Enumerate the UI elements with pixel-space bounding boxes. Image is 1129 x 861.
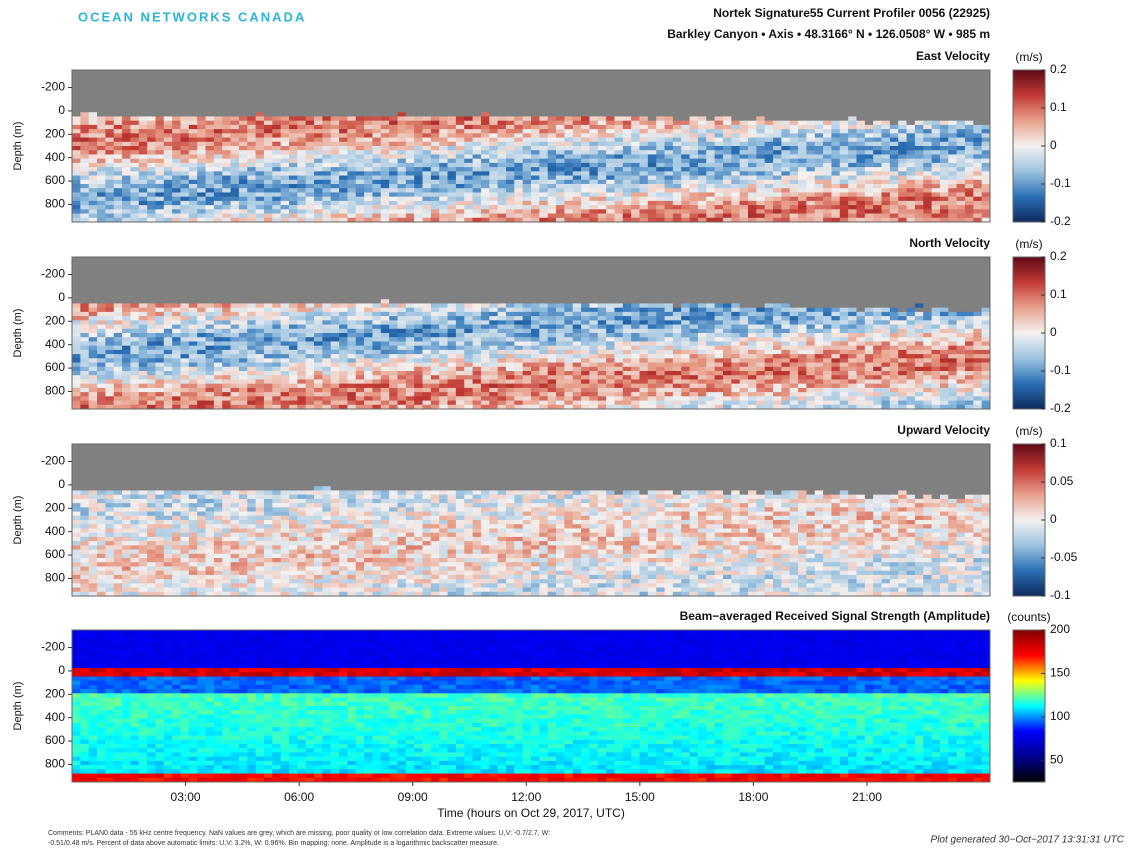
y-tick-label: 400 [45,524,65,538]
y-tick-label: 200 [45,126,65,140]
y-axis-label: Depth (m) [12,122,24,171]
colorbar-tick-label: 150 [1050,666,1070,680]
x-tick-label: 21:00 [852,790,882,804]
colorbar-tick-label: 0.2 [1050,62,1067,76]
y-tick-label: 400 [45,710,65,724]
colorbar-tick-label: 0 [1050,512,1057,526]
x-tick-label: 15:00 [625,790,655,804]
y-tick-label: 0 [58,290,65,304]
y-tick-label: 600 [45,360,65,374]
y-tick-label: 800 [45,197,65,211]
colorbar-label: (m/s) [1015,237,1042,251]
colorbar-tick-label: 0 [1050,138,1057,152]
colorbar-tick-label: 0 [1050,325,1057,339]
y-axis-label: Depth (m) [12,496,24,545]
heatmap [72,70,990,222]
panel-title: North Velocity [909,236,990,250]
y-tick-label: 0 [58,663,65,677]
panel-title: Beam−averaged Received Signal Strength (… [680,609,990,623]
colorbar [1013,444,1045,596]
heatmap [72,257,990,409]
colorbar-tick-label: 0.05 [1050,474,1074,488]
colorbar-tick-label: 0.1 [1050,287,1067,301]
colorbar-tick-label: 100 [1050,709,1070,723]
y-tick-label: 600 [45,547,65,561]
heatmap [72,630,990,782]
y-tick-label: -200 [41,454,65,468]
colorbar-label: (counts) [1007,610,1050,624]
y-tick-label: 200 [45,313,65,327]
x-tick-label: 12:00 [511,790,541,804]
y-tick-label: 200 [45,500,65,514]
colorbar [1013,70,1045,222]
y-tick-label: -200 [41,80,65,94]
y-tick-label: 600 [45,733,65,747]
colorbar-label: (m/s) [1015,424,1042,438]
colorbar-tick-label: 50 [1050,752,1064,766]
colorbar-tick-label: -0.05 [1050,550,1078,564]
y-tick-label: -200 [41,640,65,654]
colorbar-tick-label: 0.1 [1050,436,1067,450]
colorbar-tick-label: 0.2 [1050,249,1067,263]
colorbar-tick-label: -0.2 [1050,401,1071,415]
y-axis-label: Depth (m) [12,309,24,358]
x-tick-label: 03:00 [171,790,201,804]
colorbar-tick-label: -0.2 [1050,214,1071,228]
colorbar [1013,257,1045,409]
y-tick-label: 200 [45,686,65,700]
comment-line: -0.51/0.48 m/s. Percent of data above au… [48,840,499,847]
colorbar-label: (m/s) [1015,50,1042,64]
heatmap [72,444,990,596]
panel-title: East Velocity [916,49,990,63]
x-tick-label: 09:00 [398,790,428,804]
colorbar [1013,630,1045,782]
plot-subtitle: Barkley Canyon • Axis • 48.3166° N • 126… [667,27,990,41]
colorbar-tick-label: 0.1 [1050,100,1067,114]
x-axis-label: Time (hours on Oct 29, 2017, UTC) [437,806,625,820]
y-axis-label: Depth (m) [12,682,24,731]
panel-title: Upward Velocity [897,423,990,437]
logo: OCEAN NETWORKS CANADA [78,9,306,24]
y-tick-label: 800 [45,571,65,585]
plot-title: Nortek Signature55 Current Profiler 0056… [713,6,990,20]
y-tick-label: 800 [45,384,65,398]
y-tick-label: 0 [58,477,65,491]
y-tick-label: 0 [58,103,65,117]
y-tick-label: -200 [41,267,65,281]
y-tick-label: 800 [45,757,65,771]
y-tick-label: 600 [45,173,65,187]
comment-line: Comments: PLAN0 data - 55 kHz centre fre… [48,830,550,837]
colorbar-tick-label: -0.1 [1050,363,1071,377]
colorbar-tick-label: -0.1 [1050,176,1071,190]
footer: Plot generated 30−Oct−2017 13:31:31 UTC [931,835,1125,846]
x-tick-label: 18:00 [738,790,768,804]
x-tick-label: 06:00 [284,790,314,804]
y-tick-label: 400 [45,337,65,351]
y-tick-label: 400 [45,150,65,164]
colorbar-tick-label: -0.1 [1050,588,1071,602]
colorbar-tick-label: 200 [1050,622,1070,636]
